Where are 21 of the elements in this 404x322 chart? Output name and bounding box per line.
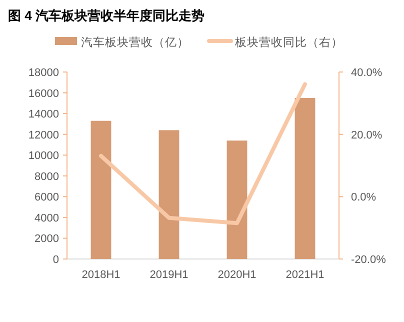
y-tick-label: 18000: [28, 67, 59, 79]
y-tick-label: 12000: [28, 129, 59, 142]
legend-label: 板块营收同比（右）: [234, 36, 343, 49]
y-tick-label: 16000: [28, 88, 59, 100]
y-tick-label: 8000: [34, 170, 59, 183]
y-tick-label: 6000: [34, 192, 59, 204]
legend-label: 汽车板块营收（亿）: [81, 35, 189, 49]
x-tick-label: 2019H1: [150, 269, 188, 281]
y-tick-label: 2000: [34, 233, 59, 246]
y-tick-label: 14000: [28, 108, 59, 121]
y2-tick-label: 20.0%: [351, 129, 382, 142]
y2-tick-label: 0.0%: [351, 192, 376, 204]
y-tick-label: 4000: [34, 212, 59, 224]
y2-tick-label: -20.0%: [351, 254, 386, 266]
x-tick-label: 2018H1: [82, 269, 120, 281]
y-tick-label: 10000: [28, 150, 59, 162]
y2-tick-label: 40.0%: [351, 67, 382, 79]
y-tick-label: 0: [52, 254, 59, 266]
title: 图 4 汽车板块营收半年度同比走势: [8, 8, 204, 23]
x-tick-label: 2020H1: [218, 269, 256, 281]
x-tick-label: 2021H1: [286, 269, 324, 281]
